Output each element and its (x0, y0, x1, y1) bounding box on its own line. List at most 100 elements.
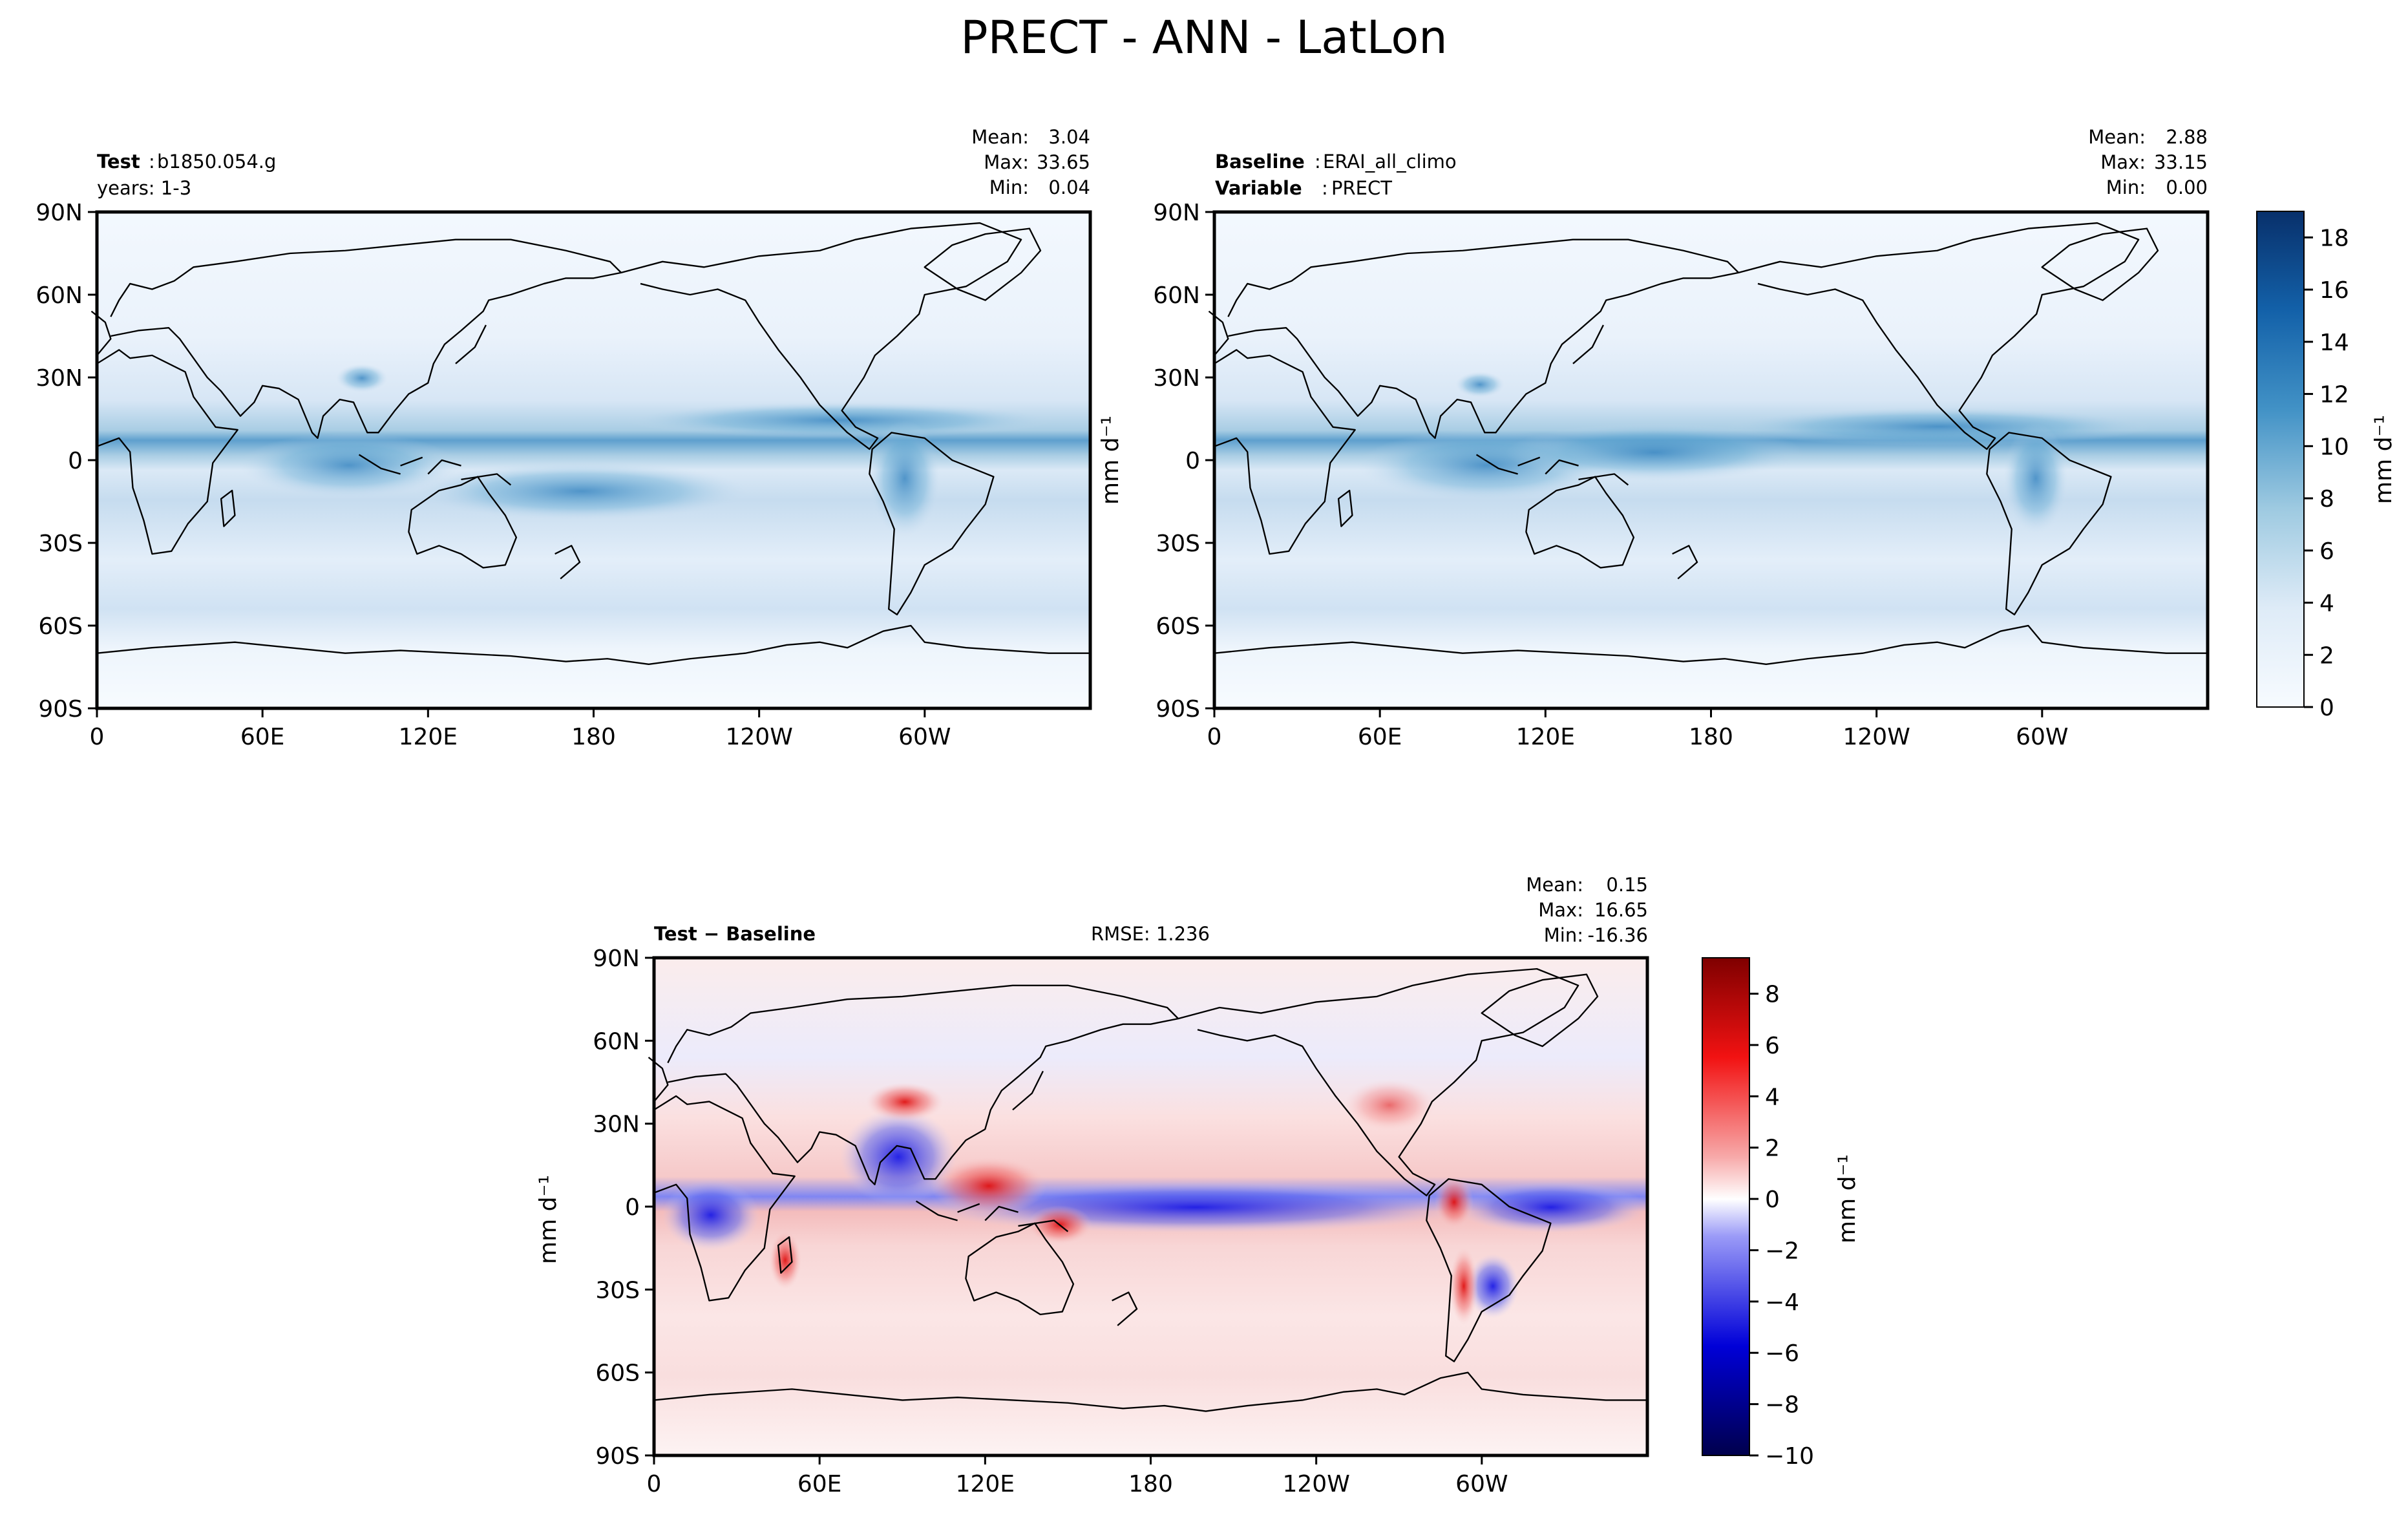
difference-colorbar-ticks: 8 6 4 2 0 −2 −4 −6 −8 −10 (1749, 982, 1814, 1470)
difference-y-tick-label: 0 (625, 1194, 640, 1221)
difference-y-tick-label: 90N (593, 946, 640, 972)
baseline-colorbar-tick-label: 8 (2319, 486, 2334, 513)
baseline-y-tick-label: 30S (1156, 531, 1200, 557)
baseline-mean-value: 2.88 (2166, 126, 2208, 148)
difference-max-label: Max: (1538, 899, 1583, 921)
test-x-tick-label: 120W (726, 724, 793, 750)
difference-colorbar-label: mm d⁻¹ (1834, 1154, 1861, 1243)
test-y-tick-label: 60S (38, 613, 83, 640)
baseline-colorbar-tick-label: 2 (2319, 642, 2334, 669)
baseline-colorbar-tick-label: 10 (2319, 434, 2349, 460)
baseline-max-value: 33.15 (2154, 151, 2208, 173)
difference-x-tick-label: 0 (647, 1471, 662, 1497)
difference-colorbar: 8 6 4 2 0 −2 −4 −6 −8 −10 mm d⁻¹ (1702, 957, 1861, 1470)
difference-colorbar-tick-label: 6 (1765, 1033, 1780, 1059)
difference-colorbar-tick-label: 2 (1765, 1136, 1780, 1162)
difference-mean-label: Mean: (1526, 874, 1583, 896)
baseline-colorbar-tick-label: 14 (2319, 330, 2349, 356)
test-min-label: Min: (989, 176, 1029, 198)
difference-y-tick-label: 30N (593, 1112, 640, 1138)
baseline-colorbar-ticks: 0 2 4 6 8 10 12 14 16 18 (2304, 225, 2349, 721)
baseline-y-tick-label: 90S (1156, 696, 1200, 723)
baseline-x-tick-label: 120E (1516, 724, 1575, 750)
baseline-max-label: Max: (2100, 151, 2146, 173)
difference-colorbar-tick-label: −6 (1765, 1340, 1799, 1367)
difference-x-ticks: 0 60E 120E 180 120W 60W (647, 1455, 1508, 1497)
test-x-ticks: 0 60E 120E 180 120W 60W (90, 708, 951, 750)
baseline-panel: Baseline : ERAI_all_climo Variable : PRE… (1097, 126, 2210, 750)
baseline-map (1208, 210, 2210, 710)
test-mean-label: Mean: (971, 126, 1029, 148)
baseline-ylabel: mm d⁻¹ (1097, 416, 1124, 505)
baseline-colorbar-tick-label: 18 (2319, 225, 2349, 251)
test-x-tick-label: 60W (898, 724, 951, 750)
difference-y-ticks: 90N 60N 30N 0 30S 60S 90S (593, 946, 654, 1470)
baseline-colorbar-tick-label: 16 (2319, 277, 2349, 304)
difference-max-value: 16.65 (1594, 899, 1648, 921)
baseline-x-tick-label: 180 (1689, 724, 1733, 750)
difference-x-tick-label: 180 (1128, 1471, 1173, 1497)
difference-y-tick-label: 30S (595, 1277, 640, 1304)
baseline-colorbar-label: mm d⁻¹ (2371, 415, 2397, 504)
baseline-y-tick-label: 30N (1153, 365, 1200, 392)
baseline-y-tick-label: 90N (1153, 200, 1200, 226)
test-y-tick-label: 0 (68, 448, 83, 474)
baseline-y-tick-label: 60N (1153, 282, 1200, 309)
test-y-tick-label: 30N (36, 365, 83, 392)
baseline-colorbar: 0 2 4 6 8 10 12 14 16 18 mm d⁻¹ (2256, 211, 2397, 721)
difference-colorbar-tick-label: −4 (1765, 1289, 1799, 1316)
baseline-min-value: 0.00 (2166, 176, 2208, 198)
test-header-value: b1850.054.g (157, 151, 276, 173)
test-header-label: Test (97, 151, 140, 173)
difference-y-tick-label: 60N (593, 1028, 640, 1055)
test-y-tick-label: 30S (38, 531, 83, 557)
test-header-years: years: 1-3 (97, 177, 191, 199)
difference-y-tick-label: 90S (595, 1443, 640, 1470)
difference-rmse: RMSE: 1.236 (1091, 923, 1210, 945)
difference-header-label: Test − Baseline (654, 923, 816, 945)
difference-mean-value: 0.15 (1606, 874, 1648, 896)
difference-x-tick-label: 120W (1283, 1471, 1350, 1497)
test-x-tick-label: 120E (399, 724, 458, 750)
baseline-y-ticks: 90N 60N 30N 0 30S 60S 90S (1153, 200, 1214, 723)
figure-title: PRECT - ANN - LatLon (960, 11, 1447, 64)
difference-colorbar-tick-label: 8 (1765, 982, 1780, 1008)
baseline-header-sep: : (1315, 151, 1321, 173)
difference-y-tick-label: 60S (595, 1360, 640, 1387)
difference-x-tick-label: 120E (956, 1471, 1015, 1497)
test-panel: Test : b1850.054.g years: 1-3 Mean: 3.04… (36, 126, 1092, 750)
difference-panel: Test − Baseline RMSE: 1.236 Mean: 0.15 M… (535, 874, 1649, 1497)
baseline-x-tick-label: 0 (1207, 724, 1222, 750)
test-x-tick-label: 180 (571, 724, 616, 750)
test-header-sep: : (149, 151, 155, 173)
test-y-ticks: 90N 60N 30N 0 30S 60S 90S (36, 200, 97, 723)
baseline-x-ticks: 0 60E 120E 180 120W 60W (1207, 708, 2069, 750)
difference-x-tick-label: 60E (797, 1471, 842, 1497)
baseline-variable-value: PRECT (1331, 177, 1392, 199)
test-y-tick-label: 90N (36, 200, 83, 226)
test-max-label: Max: (984, 151, 1029, 173)
difference-ylabel: mm d⁻¹ (535, 1175, 562, 1264)
difference-colorbar-tick-label: −2 (1765, 1238, 1799, 1264)
baseline-x-tick-label: 120W (1843, 724, 1910, 750)
difference-x-tick-label: 60W (1455, 1471, 1508, 1497)
baseline-colorbar-tick-label: 4 (2319, 591, 2334, 617)
difference-min-value: -16.36 (1588, 924, 1649, 946)
baseline-y-tick-label: 60S (1156, 613, 1200, 640)
difference-min-label: Min: (1544, 924, 1583, 946)
test-x-tick-label: 0 (90, 724, 105, 750)
difference-map (648, 956, 1649, 1457)
baseline-header-value: ERAI_all_climo (1323, 151, 1457, 173)
test-y-tick-label: 60N (36, 282, 83, 309)
baseline-x-tick-label: 60W (2016, 724, 2068, 750)
baseline-colorbar-tick-label: 12 (2319, 382, 2349, 408)
baseline-colorbar-tick-label: 6 (2319, 538, 2334, 565)
difference-colorbar-tick-label: 0 (1765, 1187, 1780, 1213)
baseline-header-label: Baseline (1215, 151, 1305, 173)
difference-colorbar-tick-label: −8 (1765, 1392, 1799, 1419)
baseline-variable-label: Variable (1215, 177, 1302, 199)
test-y-tick-label: 90S (38, 696, 83, 723)
baseline-colorbar-tick-label: 0 (2319, 695, 2334, 721)
test-map (90, 210, 1092, 710)
